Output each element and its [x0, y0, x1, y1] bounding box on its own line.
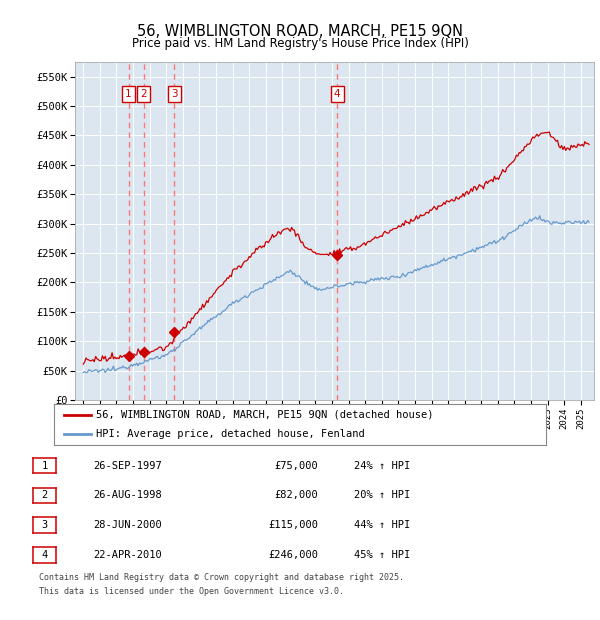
Text: 26-SEP-1997: 26-SEP-1997: [93, 461, 162, 471]
Text: 45% ↑ HPI: 45% ↑ HPI: [354, 550, 410, 560]
Text: HPI: Average price, detached house, Fenland: HPI: Average price, detached house, Fenl…: [96, 429, 365, 440]
Text: 4: 4: [41, 550, 47, 560]
Text: 3: 3: [41, 520, 47, 530]
Text: 3: 3: [171, 89, 178, 99]
Text: £246,000: £246,000: [268, 550, 318, 560]
Text: £115,000: £115,000: [268, 520, 318, 530]
Text: 24% ↑ HPI: 24% ↑ HPI: [354, 461, 410, 471]
Text: 2: 2: [140, 89, 147, 99]
Text: 1: 1: [125, 89, 132, 99]
Text: £75,000: £75,000: [274, 461, 318, 471]
Text: Contains HM Land Registry data © Crown copyright and database right 2025.: Contains HM Land Registry data © Crown c…: [39, 573, 404, 582]
Text: £82,000: £82,000: [274, 490, 318, 500]
Text: 28-JUN-2000: 28-JUN-2000: [93, 520, 162, 530]
Text: 4: 4: [334, 89, 340, 99]
Text: 56, WIMBLINGTON ROAD, MARCH, PE15 9QN (detached house): 56, WIMBLINGTON ROAD, MARCH, PE15 9QN (d…: [96, 410, 433, 420]
Text: 2: 2: [41, 490, 47, 500]
Text: 26-AUG-1998: 26-AUG-1998: [93, 490, 162, 500]
Text: This data is licensed under the Open Government Licence v3.0.: This data is licensed under the Open Gov…: [39, 587, 344, 596]
Text: 1: 1: [41, 461, 47, 471]
Text: 56, WIMBLINGTON ROAD, MARCH, PE15 9QN: 56, WIMBLINGTON ROAD, MARCH, PE15 9QN: [137, 24, 463, 38]
Text: 44% ↑ HPI: 44% ↑ HPI: [354, 520, 410, 530]
Text: Price paid vs. HM Land Registry's House Price Index (HPI): Price paid vs. HM Land Registry's House …: [131, 37, 469, 50]
Text: 20% ↑ HPI: 20% ↑ HPI: [354, 490, 410, 500]
Text: 22-APR-2010: 22-APR-2010: [93, 550, 162, 560]
